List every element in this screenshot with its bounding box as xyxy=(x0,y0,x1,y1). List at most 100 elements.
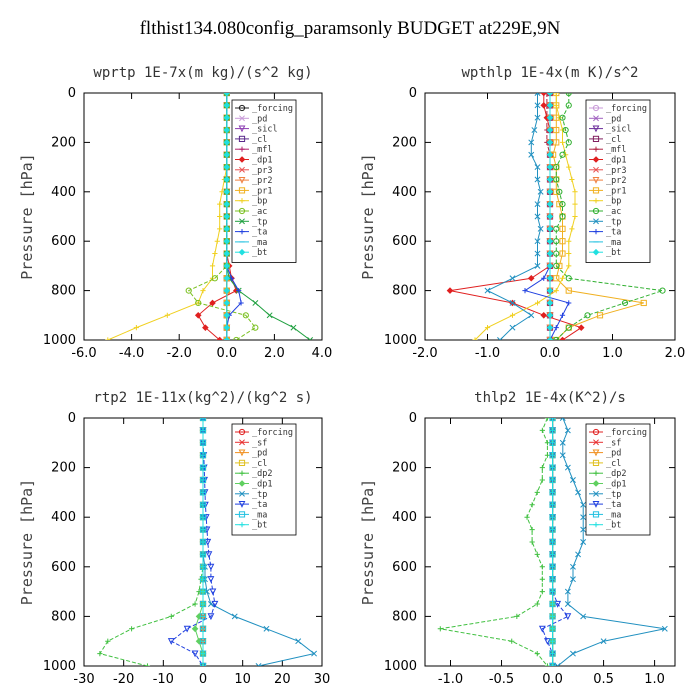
data-point xyxy=(534,651,540,657)
data-point xyxy=(566,250,572,257)
data-point xyxy=(200,465,206,471)
data-point xyxy=(214,238,220,244)
legend-marker xyxy=(238,156,246,163)
x-tick-label: -20 xyxy=(113,672,134,687)
data-point xyxy=(549,452,556,458)
legend-label: _bt xyxy=(252,248,267,258)
x-tick-label: -1.0 xyxy=(438,672,463,687)
panel-4: thlp2 1E-4x(K^2)/s Pressure [hPa] -1.0 -0.5… xyxy=(359,390,676,687)
data-point xyxy=(553,126,560,134)
data-point xyxy=(484,325,491,331)
legend-marker xyxy=(592,459,600,466)
data-point xyxy=(534,93,541,96)
data-point xyxy=(566,263,572,269)
data-point xyxy=(534,114,541,121)
x-tick-label: 0.0 xyxy=(216,346,237,361)
data-point xyxy=(580,501,587,508)
y-tick-label: 800 xyxy=(392,284,417,299)
legend-label: _dp2 xyxy=(606,469,626,479)
legend-item: _sicl xyxy=(589,125,632,135)
data-point xyxy=(559,336,566,340)
data-point xyxy=(238,300,244,306)
data-point xyxy=(266,312,273,319)
data-point xyxy=(539,477,545,483)
legend-marker xyxy=(593,439,599,446)
data-point xyxy=(200,477,206,483)
legend-marker xyxy=(593,146,599,152)
legend-marker xyxy=(593,522,599,528)
legend-label: _cl xyxy=(252,459,267,469)
legend-marker xyxy=(238,125,246,133)
data-point xyxy=(200,663,206,666)
data-point xyxy=(200,427,206,433)
series-bt xyxy=(200,418,206,666)
legend-item: _sf xyxy=(235,438,267,448)
figure-title: flthist134.080config_paramsonly BUDGET a… xyxy=(139,18,561,39)
data-point xyxy=(553,250,560,257)
data-point xyxy=(547,93,553,96)
data-point xyxy=(105,337,111,340)
data-point xyxy=(661,625,668,632)
data-point xyxy=(472,337,478,340)
data-point xyxy=(216,336,223,340)
legend-label: _mfl xyxy=(252,145,272,155)
data-point xyxy=(549,465,556,471)
data-point xyxy=(252,299,259,306)
data-point xyxy=(565,102,572,109)
data-point xyxy=(200,638,206,644)
series-line xyxy=(107,93,228,340)
legend-marker xyxy=(592,248,600,256)
data-point xyxy=(546,324,554,331)
data-point xyxy=(559,213,566,220)
data-point xyxy=(223,126,231,134)
data-point xyxy=(200,613,206,619)
y-tick-label: 400 xyxy=(392,185,417,200)
y-axis-label: Pressure [hPa] xyxy=(18,153,36,279)
data-point xyxy=(514,613,520,619)
legend-marker xyxy=(592,449,600,457)
data-point xyxy=(200,418,206,421)
legend-label: _forcing xyxy=(606,428,647,438)
data-point xyxy=(539,576,545,582)
data-point xyxy=(217,201,223,207)
data-point xyxy=(549,514,556,520)
y-axis-label: Pressure [hPa] xyxy=(359,153,377,279)
panel-title: thlp2 1E-4x(K^2)/s xyxy=(474,390,626,406)
data-point xyxy=(202,324,209,331)
legend-marker xyxy=(238,501,246,508)
legend-marker xyxy=(239,166,245,173)
y-tick-label: 0 xyxy=(409,411,417,426)
y-tick-label: 0 xyxy=(68,411,76,426)
legend-item: _ma xyxy=(235,238,267,248)
y-tick-label: 600 xyxy=(392,234,417,249)
legend-label: _cl xyxy=(606,135,621,145)
data-point xyxy=(484,287,491,294)
x-tick-label: -6.0 xyxy=(71,346,96,361)
data-point xyxy=(546,213,554,220)
x-tick-label: -10 xyxy=(153,672,174,687)
data-point xyxy=(566,238,572,244)
x-tick-label: 10 xyxy=(234,672,251,687)
data-point xyxy=(537,225,544,232)
x-tick-label: -4.0 xyxy=(119,346,144,361)
data-point xyxy=(553,102,559,108)
data-point xyxy=(129,626,135,632)
x-tick-label: 20 xyxy=(274,672,291,687)
data-point xyxy=(575,551,582,558)
data-point xyxy=(559,127,566,133)
data-point xyxy=(200,589,206,595)
data-point xyxy=(211,275,218,282)
legend-item: _bt xyxy=(235,521,267,531)
data-point xyxy=(549,551,556,557)
panel-1: wprtp 1E-7x(m kg)/(s^2 kg) Pressure [hPa]… xyxy=(18,65,332,361)
legend-item: _dp1 xyxy=(235,480,272,490)
y-tick-label: 1000 xyxy=(384,333,417,348)
data-point xyxy=(200,576,206,582)
data-point xyxy=(546,250,554,257)
data-point xyxy=(200,418,206,421)
data-point xyxy=(549,489,556,495)
data-point xyxy=(559,238,566,245)
legend: _forcing_pd_sicl_cl_mfl_dp1_pr3_pr2_pr1_… xyxy=(231,99,297,263)
data-point xyxy=(207,576,215,583)
